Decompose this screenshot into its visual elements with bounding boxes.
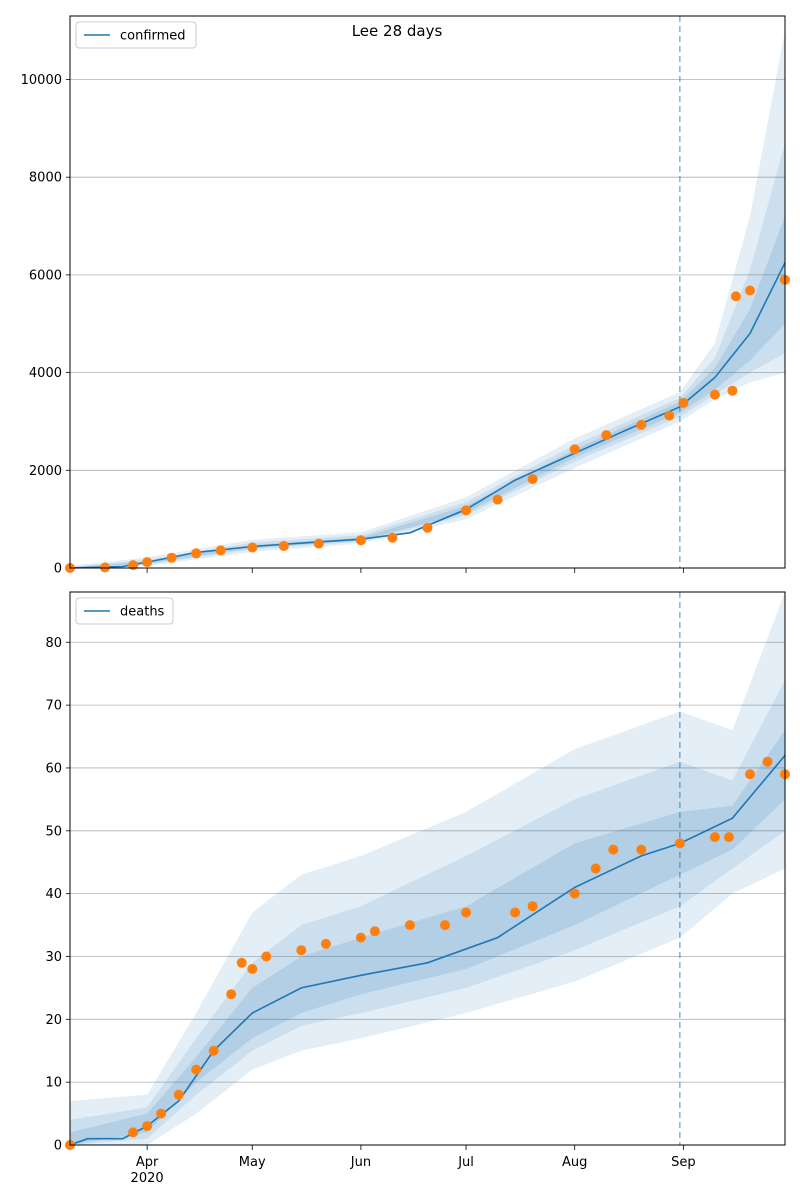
observed-point xyxy=(387,532,398,543)
observed-point xyxy=(261,951,272,962)
observed-point xyxy=(440,920,450,931)
observed-point xyxy=(723,832,734,843)
observed-point xyxy=(173,1089,184,1100)
x-tick-label: Jul xyxy=(457,1155,474,1170)
y-tick-label: 8000 xyxy=(29,171,62,186)
observed-point xyxy=(510,907,521,918)
plot-frame xyxy=(69,591,786,1146)
y-tick-label: 70 xyxy=(45,699,62,714)
observed-point xyxy=(569,888,580,899)
observed-point xyxy=(727,385,738,396)
middle-uncertainty-band xyxy=(70,143,785,568)
y-tick-label: 0 xyxy=(54,1139,62,1154)
observed-point xyxy=(142,557,153,568)
observed-point xyxy=(527,474,538,485)
x-year-label: 2020 xyxy=(131,1171,164,1186)
observed-point xyxy=(369,926,380,937)
observed-point xyxy=(313,538,324,549)
deaths-panel: 0 10 20 30 40 50 60 70 80 Apr May Jun Jul Aug Sep 2020 d… xyxy=(45,591,790,1186)
observed-point xyxy=(730,291,741,302)
observed-point xyxy=(461,505,472,516)
observed-point xyxy=(191,548,202,559)
y-tick-label: 60 xyxy=(45,761,62,776)
observed-point xyxy=(247,542,258,553)
figure-title: Lee 28 days xyxy=(352,22,443,40)
observed-point xyxy=(590,863,601,874)
x-tick-label: Jun xyxy=(350,1155,371,1170)
observed-point xyxy=(709,389,720,400)
x-tick-label: Sep xyxy=(671,1155,696,1170)
y-tick-label: 10 xyxy=(45,1076,62,1091)
y-tick-label: 40 xyxy=(45,887,62,902)
y-tick-label: 2000 xyxy=(29,464,62,479)
observed-point xyxy=(405,920,415,931)
observed-point xyxy=(664,410,675,421)
legend-label: deaths xyxy=(120,605,165,620)
observed-point xyxy=(247,964,258,974)
observed-point xyxy=(745,285,755,296)
observed-point xyxy=(278,541,289,551)
outer-uncertainty-band xyxy=(70,30,785,568)
observed-point xyxy=(208,1045,219,1056)
observed-point xyxy=(569,444,580,455)
observed-point xyxy=(492,494,503,505)
y-tick-label: 6000 xyxy=(29,268,62,283)
observed-point xyxy=(709,832,720,843)
observed-point xyxy=(215,545,226,556)
observed-point xyxy=(636,419,647,430)
observed-point xyxy=(320,938,331,949)
legend: confirmed xyxy=(75,21,197,49)
observed-point xyxy=(236,957,247,968)
y-tick-label: 10000 xyxy=(21,73,62,88)
observed-point xyxy=(355,535,366,546)
plot-frame xyxy=(69,15,786,569)
observed-point xyxy=(461,907,472,918)
observed-point xyxy=(674,838,685,849)
legend: deaths xyxy=(75,597,174,625)
observed-point xyxy=(156,1108,167,1119)
y-tick-label: 50 xyxy=(45,824,62,839)
x-tick-label: Aug xyxy=(562,1155,587,1170)
confirmed-panel: 0 2000 4000 6000 8000 10000 confirmed xyxy=(21,15,790,577)
y-tick-label: 4000 xyxy=(29,366,62,381)
observed-point xyxy=(166,552,177,563)
observed-point xyxy=(128,1127,139,1138)
outer-uncertainty-band xyxy=(70,592,785,1145)
y-tick-label: 30 xyxy=(45,950,62,965)
observed-point xyxy=(678,397,689,408)
observed-point xyxy=(601,430,612,441)
legend-box xyxy=(75,21,197,49)
observed-point xyxy=(128,560,139,571)
observed-point xyxy=(142,1121,153,1132)
observed-point xyxy=(636,844,647,855)
y-tick-label: 0 xyxy=(54,562,62,577)
observed-point xyxy=(745,769,755,780)
y-tick-label: 20 xyxy=(45,1013,62,1028)
x-tick-label: May xyxy=(239,1155,266,1170)
x-tick-label: Apr xyxy=(136,1155,159,1170)
y-tick-label: 80 xyxy=(45,636,62,651)
observed-point xyxy=(226,989,237,1000)
observed-point xyxy=(608,844,619,855)
observed-point xyxy=(191,1064,202,1075)
legend-box xyxy=(75,597,174,625)
observed-point xyxy=(355,932,366,943)
middle-uncertainty-band xyxy=(70,680,785,1145)
observed-point xyxy=(527,901,538,912)
observed-point xyxy=(296,945,307,956)
observed-point xyxy=(422,522,433,533)
inner-uncertainty-band xyxy=(70,730,785,1145)
observed-point xyxy=(762,756,773,767)
legend-label: confirmed xyxy=(120,29,186,44)
